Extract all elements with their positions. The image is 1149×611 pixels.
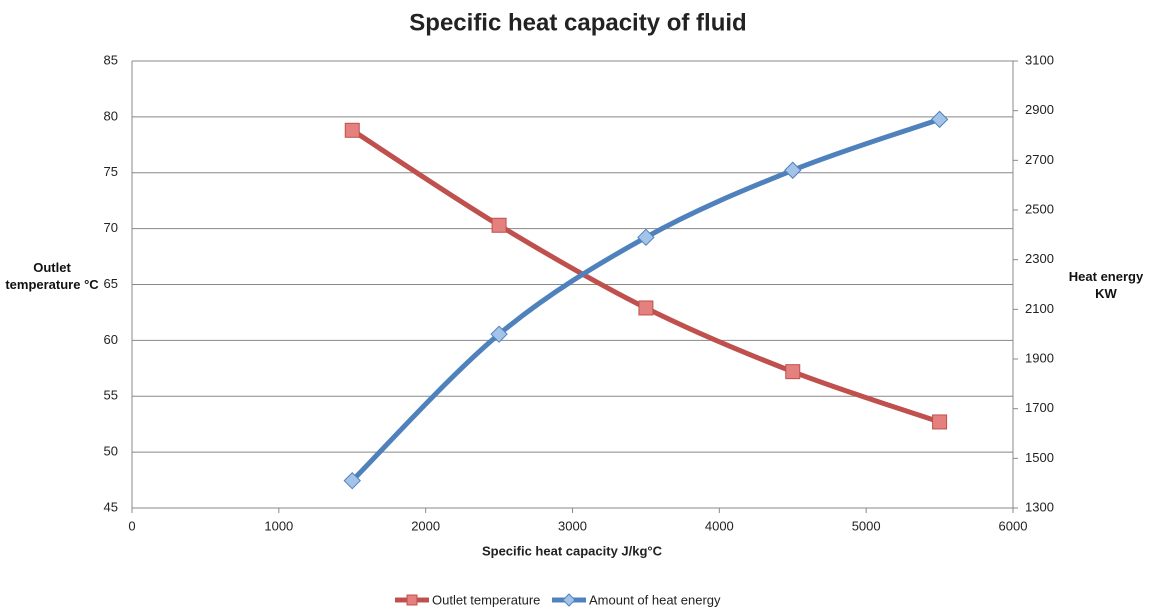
y-tick-label: 65	[104, 276, 118, 291]
legend-label: Amount of heat energy	[589, 592, 721, 607]
y-tick-label: 70	[104, 220, 118, 235]
y2-tick-label: 2500	[1025, 201, 1054, 216]
marker	[785, 364, 801, 380]
x-tick-label: 4000	[705, 518, 734, 533]
marker	[343, 471, 361, 490]
series-line	[350, 128, 941, 425]
marker	[784, 161, 802, 179]
y-tick-label: 55	[104, 388, 118, 403]
x-tick-label: 6000	[999, 518, 1028, 533]
marker	[490, 325, 508, 343]
marker	[930, 110, 949, 129]
series-line	[350, 116, 941, 483]
marker	[638, 300, 654, 316]
marker	[637, 228, 655, 247]
marker	[344, 122, 360, 138]
y-tick-label: 60	[104, 332, 118, 347]
y2-tick-label: 2300	[1025, 251, 1054, 266]
marker	[932, 414, 948, 430]
y-tick-label: 50	[104, 444, 118, 459]
chart-title: Specific heat capacity of fluid	[409, 9, 746, 36]
x-axis-label: Specific heat capacity J/kg°C	[482, 543, 663, 558]
y2-tick-label: 2100	[1025, 301, 1054, 316]
y2-axis-label: Heat energy KW	[1068, 269, 1144, 301]
y2-tick-label: 1900	[1025, 350, 1054, 365]
x-tick-label: 0	[128, 518, 135, 533]
legend-marker	[406, 594, 418, 606]
y2-tick-label: 2900	[1025, 102, 1054, 117]
legend-marker	[562, 593, 576, 607]
y-tick-label: 85	[104, 52, 118, 67]
y2-tick-label: 1300	[1025, 499, 1054, 514]
y-tick-label: 75	[104, 164, 118, 179]
y2-tick-label: 2700	[1025, 152, 1054, 167]
legend-label: Outlet temperature	[432, 592, 540, 607]
y2-tick-label: 3100	[1025, 52, 1054, 67]
y-tick-label: 45	[104, 499, 118, 514]
x-tick-label: 1000	[264, 518, 293, 533]
x-tick-label: 5000	[852, 518, 881, 533]
x-tick-label: 2000	[411, 518, 440, 533]
y2-tick-label: 1700	[1025, 400, 1054, 415]
marker	[491, 217, 507, 233]
y-tick-label: 80	[104, 108, 118, 123]
y-axis-label: Outlet temperature °C	[5, 260, 99, 292]
y2-tick-label: 1500	[1025, 450, 1054, 465]
x-tick-label: 3000	[558, 518, 587, 533]
